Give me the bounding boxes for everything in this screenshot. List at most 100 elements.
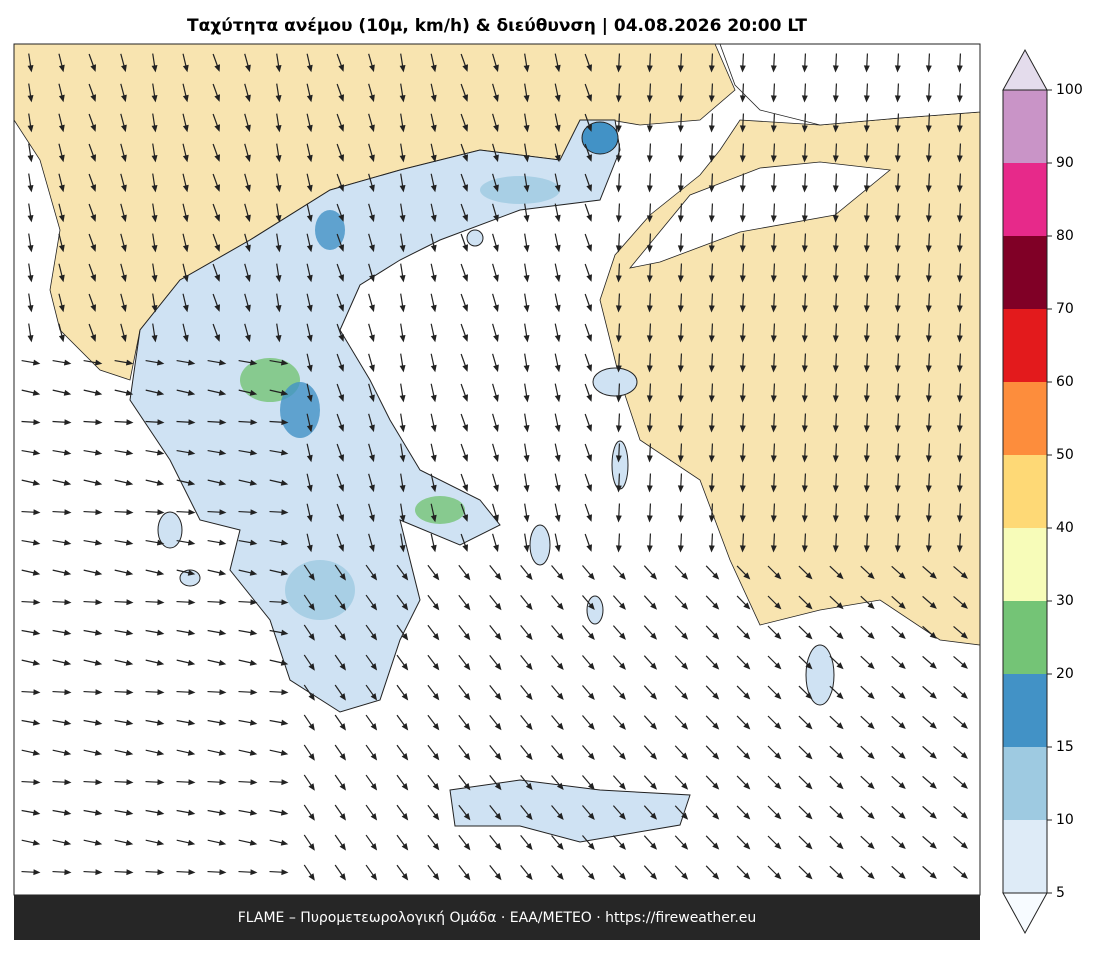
wind-arrow-head	[619, 752, 626, 760]
wind-arrow-head	[306, 304, 313, 313]
colorbar-band	[1003, 820, 1047, 893]
wind-arrow-head	[832, 155, 839, 163]
wind-arrow-head	[182, 304, 189, 313]
wind-arrow-head	[401, 663, 409, 671]
wind-arrow-head	[523, 544, 530, 553]
wind-arrow-head	[863, 65, 870, 73]
wind-arrow-head	[214, 274, 221, 282]
wind-arrow-head	[95, 599, 103, 606]
wind-arrow-head	[339, 843, 346, 851]
wind-arrow-head	[929, 872, 937, 879]
wind-arrow-head	[90, 334, 97, 342]
wind-arrow-head	[125, 569, 134, 576]
wind-arrow-head	[121, 244, 127, 253]
wind-arrow-head	[250, 509, 258, 516]
wind-arrow-head	[523, 304, 530, 313]
wind-arrow-head	[929, 782, 937, 789]
wind-arrow-head	[218, 659, 227, 666]
wind-arrow-head	[956, 335, 963, 343]
wind-arrow-head	[770, 95, 777, 103]
wind-arrow-head	[187, 479, 196, 486]
wind-arrow-head	[770, 515, 777, 523]
wind-arrow-head	[646, 425, 653, 433]
wind-arrow-head	[650, 842, 658, 850]
wind-arrow-head	[832, 275, 839, 283]
wind-arrow-head	[125, 839, 134, 846]
wind-arrow-head	[399, 94, 406, 103]
wind-arrow-head	[182, 214, 189, 223]
wind-arrow-head	[249, 719, 258, 726]
colorbar-tick-label: 20	[1056, 666, 1074, 682]
wind-arrow-head	[801, 65, 808, 73]
wind-arrow-head	[586, 364, 592, 372]
wind-arrow-head	[801, 245, 808, 253]
wind-arrow-head	[401, 753, 409, 761]
wind-arrow-head	[370, 723, 378, 731]
wind-arrow-head	[801, 425, 808, 433]
wind-arrow-head	[245, 64, 251, 73]
wind-arrow-head	[463, 842, 471, 851]
wind-arrow-head	[708, 545, 715, 553]
wind-arrow-head	[586, 424, 592, 432]
wind-arrow-head	[493, 64, 499, 73]
wind-arrow-head	[125, 809, 134, 816]
wind-arrow-head	[801, 185, 808, 193]
wind-arrow-head	[619, 872, 626, 880]
wind-arrow-head	[774, 842, 782, 850]
wind-arrow-head	[677, 515, 684, 523]
wind-arrow-head	[867, 842, 875, 850]
wind-arrow-head	[925, 455, 932, 463]
wind-arrow-head	[586, 514, 592, 522]
wind-arrow-head	[770, 155, 777, 163]
wind-arrow-head	[306, 64, 313, 73]
wind-arrow-head	[770, 425, 777, 433]
wind-arrow-head	[280, 809, 289, 816]
colorbar-tick-label: 80	[1056, 228, 1074, 244]
wind-arrow-head	[805, 662, 813, 670]
wind-arrow-head	[245, 274, 251, 283]
wind-arrow-head	[249, 449, 258, 456]
wind-arrow-head	[898, 572, 906, 580]
wind-arrow-head	[27, 245, 34, 253]
wind-arrow-head	[280, 449, 289, 456]
wind-arrow-head	[369, 514, 375, 523]
wind-arrow-head	[712, 632, 720, 640]
wind-arrow-head	[619, 782, 626, 790]
wind-arrow-head	[956, 395, 963, 403]
wind-arrow-head	[245, 154, 251, 163]
wind-arrow-head	[739, 305, 746, 313]
wind-arrow-head	[338, 424, 345, 432]
wind-arrow-head	[58, 124, 65, 133]
wind-arrow-head	[615, 95, 622, 103]
wind-arrow-head	[121, 124, 127, 133]
wind-arrow-head	[554, 364, 561, 373]
wind-arrow-head	[523, 214, 530, 223]
wind-arrow-head	[925, 515, 932, 523]
island	[179, 569, 201, 587]
wind-arrow-head	[556, 572, 564, 581]
wind-arrow-head	[681, 752, 689, 760]
wind-arrow-head	[586, 94, 592, 102]
wind-arrow-head	[681, 842, 689, 850]
wind-arrow-head	[339, 753, 346, 761]
wind-arrow-head	[430, 364, 437, 373]
wind-arrow-head	[280, 659, 289, 666]
wind-arrow-head	[249, 389, 258, 396]
wind-arrow-head	[708, 305, 715, 313]
wind-arrow-head	[280, 539, 289, 546]
wind-arrow-head	[308, 603, 315, 611]
wind-arrow-head	[339, 723, 346, 731]
wind-arrow-head	[523, 124, 530, 133]
wind-arrow-head	[708, 245, 715, 253]
wind-arrow-head	[94, 479, 103, 486]
wind-arrow-head	[523, 484, 530, 493]
wind-arrow-head	[712, 692, 720, 700]
wind-arrow-head	[681, 602, 689, 610]
wind-arrow-head	[126, 689, 134, 696]
wind-arrow-head	[956, 215, 963, 223]
wind-arrow-head	[708, 215, 715, 223]
wind-arrow-head	[32, 479, 41, 486]
wind-arrow-head	[554, 544, 561, 553]
colorbar-band	[1003, 163, 1047, 236]
wind-arrow-head	[338, 94, 345, 102]
